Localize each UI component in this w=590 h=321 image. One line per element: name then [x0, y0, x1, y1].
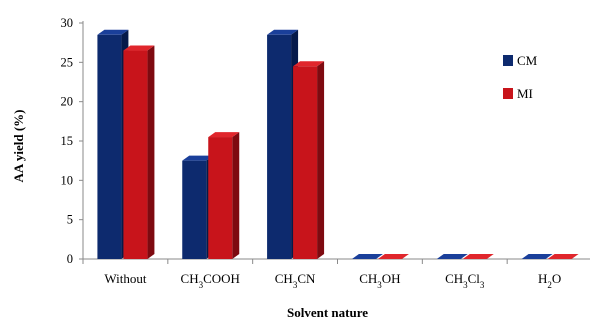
bar-MI-4: [462, 254, 494, 259]
y-tick-label: 5: [67, 213, 73, 227]
y-tick-label: 30: [61, 16, 74, 30]
legend-swatch-CM: [503, 55, 513, 66]
bar-MI-3: [377, 254, 409, 259]
x-tick-label: CH3CN: [275, 271, 316, 290]
bar-MI-0: [123, 45, 155, 260]
x-tick-label: CH3COOH: [181, 271, 240, 290]
y-tick-label: 0: [67, 252, 73, 266]
chart-legend: CM MI: [503, 53, 538, 101]
x-tick-labels: Without CH3COOH CH3CN CH3OH CH3Cl3 H2O: [104, 271, 561, 290]
bar-MI-2: [293, 61, 325, 260]
x-tick-label: H2O: [538, 271, 561, 290]
bar-MI-1: [208, 132, 240, 259]
bar-CM-4: [436, 254, 468, 259]
legend-swatch-MI: [503, 88, 513, 99]
x-tick-label: CH3OH: [359, 271, 400, 290]
x-axis-title: Solvent nature: [287, 305, 368, 320]
bar-CM-3: [351, 254, 383, 259]
y-tick-label: 15: [61, 134, 74, 148]
y-tick-label: 10: [61, 173, 74, 187]
bar-CM-5: [521, 254, 553, 259]
bar-MI-5: [547, 254, 579, 259]
legend-label-MI: MI: [517, 86, 533, 101]
y-tick-labels: 0 5 10 15 20 25 30: [61, 16, 74, 266]
x-tick-label: Without: [104, 271, 146, 286]
legend-label-CM: CM: [517, 53, 538, 68]
y-tick-label: 20: [61, 95, 74, 109]
chart-axes: [79, 21, 590, 264]
y-axis-title: AA yield (%): [11, 110, 26, 183]
chart-bars: [97, 29, 579, 260]
x-tick-label: CH3Cl3: [445, 271, 485, 290]
y-tick-label: 25: [61, 55, 74, 69]
